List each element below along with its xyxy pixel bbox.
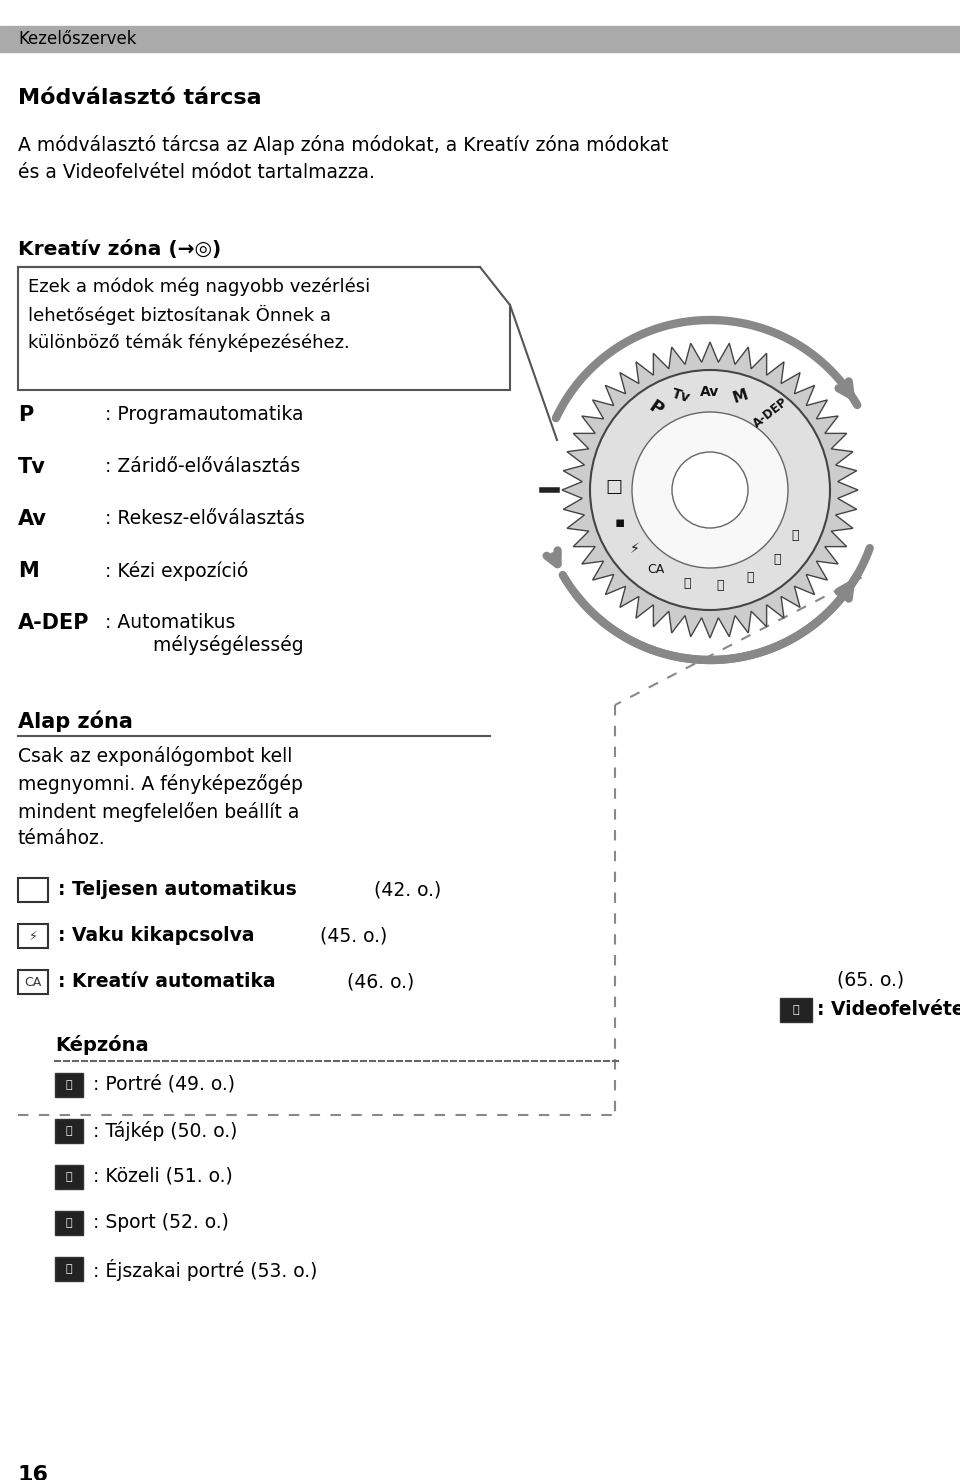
- Text: A-DEP: A-DEP: [751, 395, 790, 431]
- Text: M: M: [18, 561, 38, 582]
- Text: Csak az exponálógombot kell
megnyomni. A fényképezőgép
mindent megfelelően beáll: Csak az exponálógombot kell megnyomni. A…: [18, 746, 302, 848]
- Text: 🏃: 🏃: [773, 552, 780, 565]
- Polygon shape: [562, 342, 858, 638]
- Text: P: P: [645, 398, 665, 420]
- Text: 🌙: 🌙: [791, 528, 799, 542]
- Text: P: P: [18, 406, 34, 425]
- Text: : Vaku kikapcsolva: : Vaku kikapcsolva: [58, 926, 261, 946]
- Text: 👤: 👤: [65, 1080, 72, 1089]
- Bar: [0, 27, 960, 52]
- Text: : Automatikus: : Automatikus: [105, 613, 235, 632]
- Text: M: M: [731, 388, 750, 407]
- Text: Av: Av: [18, 509, 47, 528]
- Text: 🎥: 🎥: [793, 1005, 800, 1015]
- Text: : Kreatív automatika: : Kreatív automatika: [58, 972, 282, 992]
- Text: 🌸: 🌸: [65, 1172, 72, 1183]
- Text: : Tájkép (50. o.): : Tájkép (50. o.): [93, 1120, 237, 1141]
- Circle shape: [632, 411, 788, 568]
- Text: 👤: 👤: [683, 577, 690, 589]
- Text: (46. o.): (46. o.): [348, 972, 415, 992]
- Text: (65. o.): (65. o.): [837, 969, 904, 989]
- Text: Kreatív zóna (→◎): Kreatív zóna (→◎): [18, 240, 221, 259]
- Text: 🌙: 🌙: [65, 1264, 72, 1274]
- Text: Tv: Tv: [670, 386, 692, 406]
- Text: (45. o.): (45. o.): [320, 926, 387, 946]
- Bar: [55, 1165, 83, 1188]
- Text: : Videofelvétel: : Videofelvétel: [817, 1000, 960, 1020]
- Text: : Sport (52. o.): : Sport (52. o.): [93, 1214, 228, 1231]
- Text: ▪: ▪: [614, 515, 625, 530]
- Text: Av: Av: [701, 385, 720, 400]
- Circle shape: [672, 451, 748, 528]
- Text: CA: CA: [24, 975, 41, 989]
- Text: CA: CA: [648, 562, 665, 576]
- Text: Ezek a módok még nagyobb vezérlési
lehetőséget biztosítanak Önnek a
különböző té: Ezek a módok még nagyobb vezérlési lehet…: [28, 278, 371, 352]
- Text: □: □: [606, 478, 622, 496]
- Text: : Záridő-előválasztás: : Záridő-előválasztás: [105, 457, 300, 477]
- Text: Képzóna: Képzóna: [55, 1035, 149, 1055]
- Text: Alap zóna: Alap zóna: [18, 710, 132, 731]
- Text: Kezelőszervek: Kezelőszervek: [18, 30, 136, 47]
- Bar: [18, 969, 48, 995]
- Text: (42. o.): (42. o.): [374, 881, 442, 898]
- Text: mélységélesség: mélységélesség: [105, 635, 303, 656]
- Text: Módválasztó tárcsa: Módválasztó tárcsa: [18, 87, 262, 108]
- Text: A-DEP: A-DEP: [18, 613, 89, 633]
- Bar: [18, 878, 48, 901]
- Bar: [780, 998, 812, 1023]
- Text: ⛰: ⛰: [65, 1126, 72, 1137]
- Text: ⚡: ⚡: [630, 542, 639, 556]
- Text: A módválasztó tárcsa az Alap zóna módokat, a Kreatív zóna módokat
és a Videofelv: A módválasztó tárcsa az Alap zóna módoka…: [18, 135, 668, 182]
- Text: : Éjszakai portré (53. o.): : Éjszakai portré (53. o.): [93, 1259, 318, 1282]
- Bar: [55, 1119, 83, 1143]
- Text: 🏃: 🏃: [65, 1218, 72, 1228]
- Text: 🌸: 🌸: [747, 570, 755, 583]
- Text: : Rekesz-előválasztás: : Rekesz-előválasztás: [105, 509, 305, 528]
- Text: : Programautomatika: : Programautomatika: [105, 406, 303, 423]
- Text: : Közeli (51. o.): : Közeli (51. o.): [93, 1168, 232, 1185]
- Text: 16: 16: [18, 1465, 49, 1480]
- Bar: [55, 1211, 83, 1234]
- Text: ⚡: ⚡: [29, 929, 37, 943]
- Text: : Portré (49. o.): : Portré (49. o.): [93, 1074, 235, 1094]
- Bar: [18, 924, 48, 949]
- Text: Tv: Tv: [18, 457, 46, 477]
- Bar: [55, 1257, 83, 1282]
- Circle shape: [590, 370, 830, 610]
- Text: : Teljesen automatikus: : Teljesen automatikus: [58, 881, 303, 898]
- Bar: [55, 1073, 83, 1097]
- Text: ⛰: ⛰: [716, 579, 724, 592]
- Text: : Kézi expozíció: : Kézi expozíció: [105, 561, 249, 582]
